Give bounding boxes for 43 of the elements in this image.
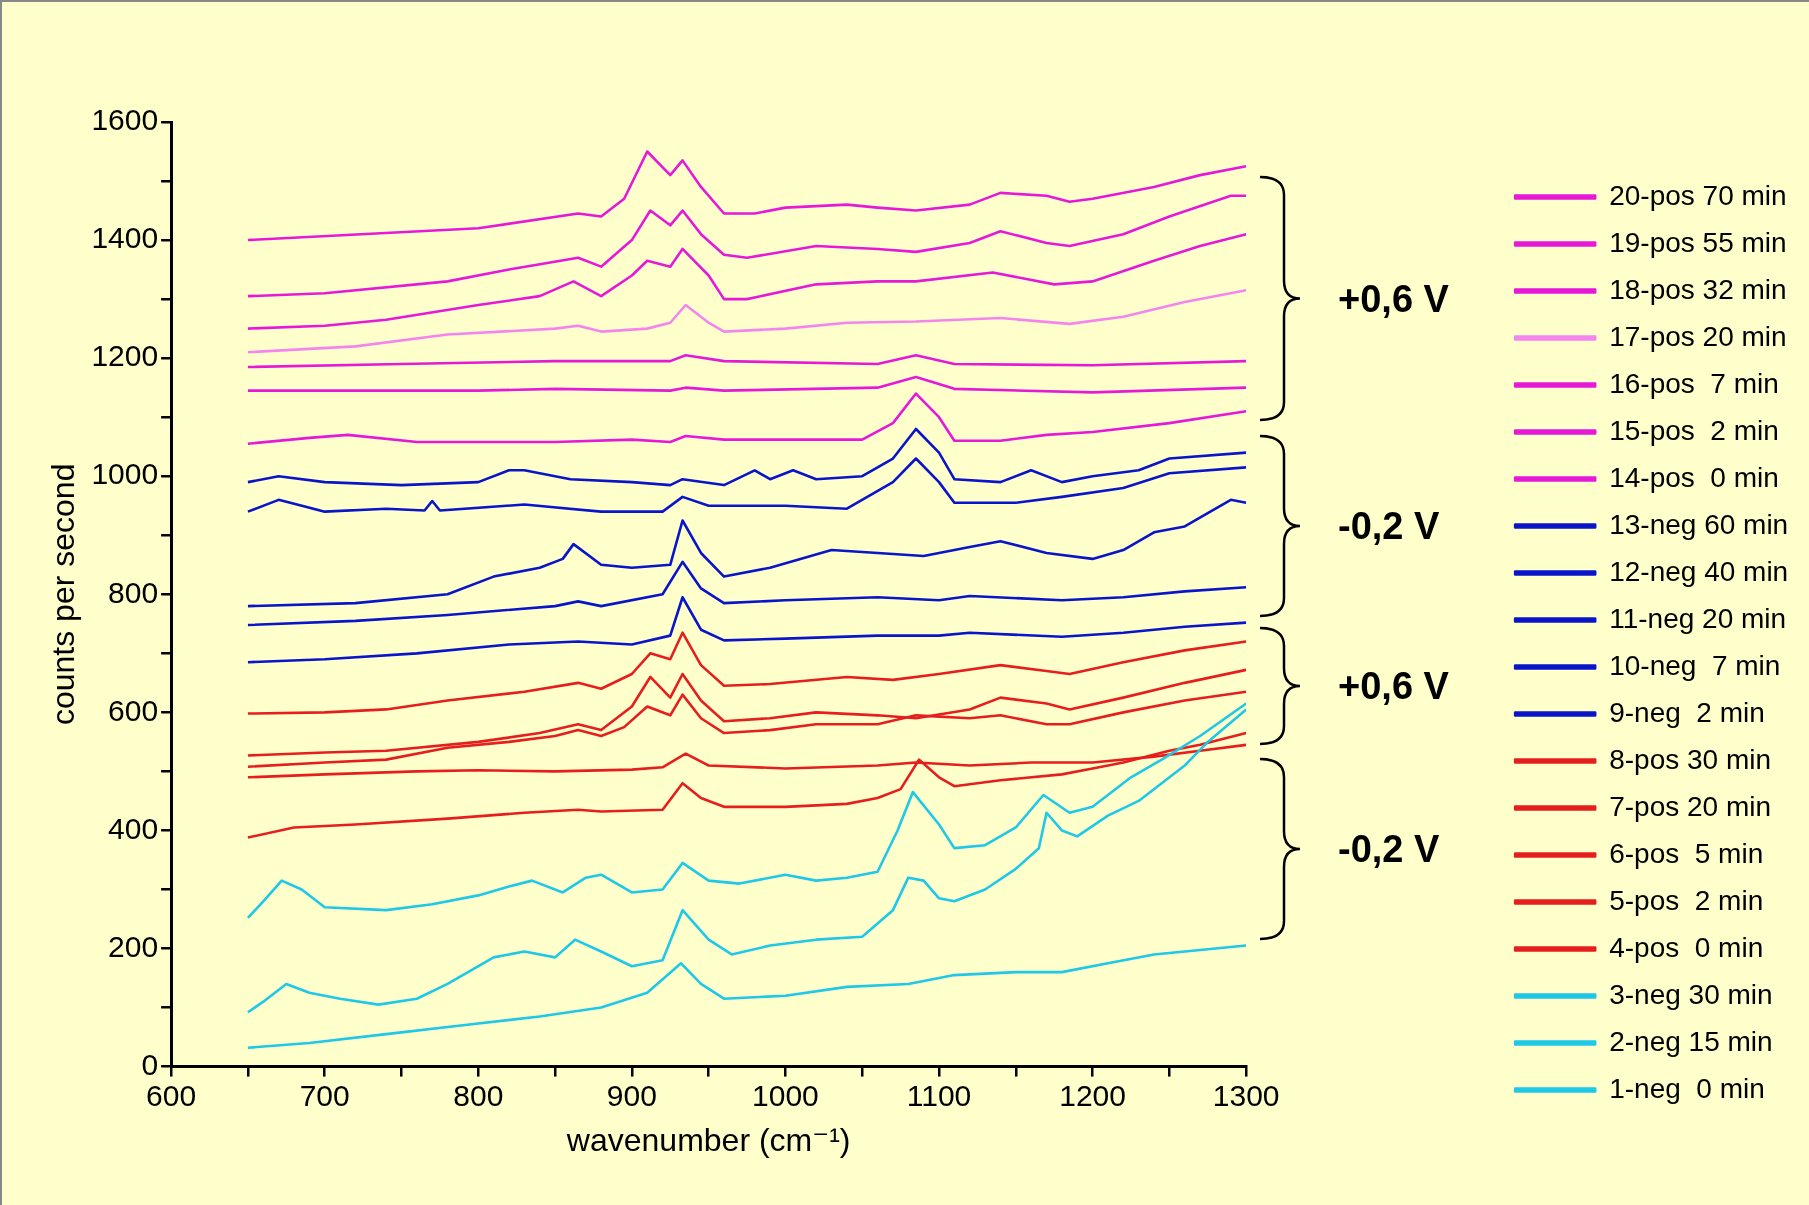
y-tick-label: 800 <box>108 575 159 609</box>
x-axis-title: wavenumber (cm⁻¹) <box>565 1121 851 1158</box>
legend-label: 18-pos 32 min <box>1609 273 1787 305</box>
y-tick-label: 200 <box>108 929 159 963</box>
y-tick-label: 400 <box>108 811 159 845</box>
legend-label: 9-neg 2 min <box>1609 696 1765 728</box>
legend-label: 7-pos 20 min <box>1609 790 1772 822</box>
y-tick-label: 1600 <box>91 103 159 137</box>
legend-label: 19-pos 55 min <box>1609 226 1787 258</box>
legend-label: 17-pos 20 min <box>1609 320 1787 352</box>
text: -0,2 V <box>1338 827 1440 872</box>
legend-label: 15-pos 2 min <box>1609 414 1779 446</box>
legend-label: 8-pos 30 min <box>1609 743 1772 775</box>
x-tick-label: 1200 <box>1059 1078 1126 1112</box>
x-tick-label: 1100 <box>906 1078 972 1112</box>
text: +0,6 V <box>1338 664 1449 709</box>
y-tick-label: 1000 <box>91 457 159 491</box>
x-tick-label: 700 <box>299 1078 350 1112</box>
x-tick-label: 600 <box>146 1078 197 1112</box>
legend-label: 5-pos 2 min <box>1609 884 1764 916</box>
legend-label: 12-neg 40 min <box>1609 555 1789 587</box>
x-tick-label: 900 <box>606 1078 657 1112</box>
legend-label: 14-pos 0 min <box>1609 461 1779 493</box>
x-tick-label: 800 <box>453 1078 504 1112</box>
y-tick-label: 0 <box>141 1047 159 1081</box>
text: +0,6 V <box>1338 276 1449 322</box>
y-tick-label: 1200 <box>91 339 159 373</box>
y-tick-label: 600 <box>108 693 159 727</box>
legend-label: 10-neg 7 min <box>1609 649 1781 681</box>
x-tick-label: 1000 <box>752 1078 819 1112</box>
legend-label: 6-pos 5 min <box>1609 837 1764 869</box>
legend-label: 13-neg 60 min <box>1609 508 1789 540</box>
y-tick-label: 1400 <box>91 221 159 255</box>
legend-label: 20-pos 70 min <box>1609 179 1787 211</box>
legend-label: 16-pos 7 min <box>1609 367 1779 399</box>
y-axis-title: counts per second <box>45 463 82 726</box>
legend-label: 4-pos 0 min <box>1609 931 1764 963</box>
legend-label: 3-neg 30 min <box>1609 978 1773 1010</box>
text: -0,2 V <box>1338 504 1440 549</box>
legend-label: 11-neg 20 min <box>1609 602 1787 634</box>
x-tick-label: 1300 <box>1212 1078 1280 1112</box>
legend-label: 2-neg 15 min <box>1609 1025 1773 1057</box>
legend-label: 1-neg 0 min <box>1609 1072 1765 1104</box>
